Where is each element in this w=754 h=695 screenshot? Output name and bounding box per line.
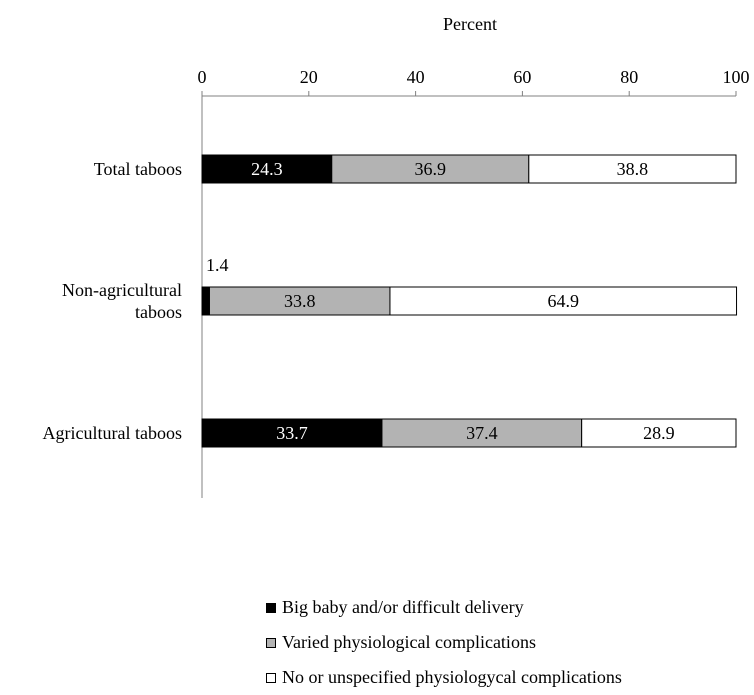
legend-label: Varied physiological complications (282, 632, 536, 652)
x-tick-label: 100 (723, 67, 750, 87)
legend-swatch-gray (266, 637, 276, 648)
legend-item-big-baby: Big baby and/or difficult delivery (266, 590, 622, 625)
data-label: 37.4 (466, 423, 498, 443)
bar-segment (331, 154, 530, 184)
data-label: 24.3 (251, 159, 283, 179)
bar-segment (389, 286, 738, 316)
bar-segment (201, 286, 210, 316)
y-category-label: Agricultural taboos (43, 423, 182, 443)
data-label: 38.8 (617, 159, 649, 179)
legend: Big baby and/or difficult delivery Varie… (266, 590, 622, 695)
legend-swatch-white (266, 672, 276, 683)
y-category-label: Non-agricultural (62, 280, 182, 300)
bar-segment (381, 418, 583, 448)
data-labels: 24.3 36.9 38.8 1.4 33.8 64.9 33.7 37.4 28.9 (206, 159, 675, 443)
legend-label: Big baby and/or difficult delivery (282, 597, 524, 617)
bar-segment (581, 418, 737, 448)
data-label: 28.9 (643, 423, 675, 443)
x-tick-label: 80 (620, 67, 638, 87)
x-axis-title: Percent (443, 14, 497, 34)
data-label: 64.9 (548, 291, 580, 311)
data-label: 36.9 (415, 159, 447, 179)
x-tick-label: 0 (198, 67, 207, 87)
y-category-label: Total taboos (94, 159, 182, 179)
x-tick-label: 60 (513, 67, 531, 87)
data-label: 33.8 (284, 291, 316, 311)
bar-segment (528, 154, 737, 184)
y-category-label: taboos (135, 302, 182, 322)
legend-item-varied: Varied physiological complications (266, 625, 622, 660)
x-tick-label: 40 (407, 67, 425, 87)
legend-item-none: No or unspecified physiologycal complica… (266, 660, 622, 695)
legend-swatch-black (266, 602, 276, 613)
x-axis: 0 20 40 60 80 100 (198, 67, 750, 97)
data-label: 33.7 (276, 423, 308, 443)
data-label: 1.4 (206, 255, 229, 275)
bar-segment (201, 154, 333, 184)
bar-segment (201, 418, 383, 448)
legend-label: No or unspecified physiologycal complica… (282, 667, 622, 687)
x-tick-label: 20 (300, 67, 318, 87)
bars (201, 154, 738, 448)
stacked-bar-chart: Percent 0 20 40 60 80 100 Total taboos Non-agr… (43, 14, 750, 498)
